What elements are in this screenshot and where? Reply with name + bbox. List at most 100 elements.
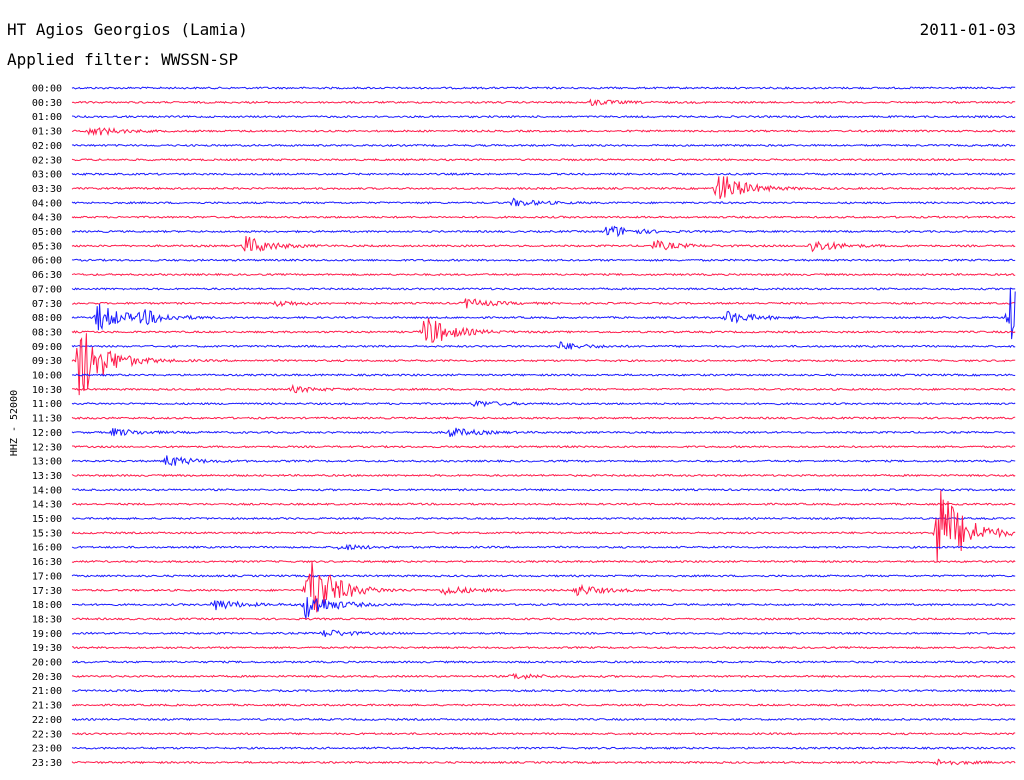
trace-0800	[71, 287, 1016, 340]
trace-1430	[71, 502, 1016, 506]
tick-label: 23:30	[32, 758, 62, 769]
tick-label: 04:30	[32, 213, 62, 224]
trace-0600	[71, 258, 1016, 262]
tick-label: 05:00	[32, 227, 62, 238]
trace-1230	[72, 445, 1016, 449]
trace-1830	[71, 617, 1016, 621]
tick-label: 12:30	[32, 442, 62, 453]
trace-1100	[71, 399, 1016, 408]
seismogram-traces	[71, 86, 1016, 766]
tick-label: 06:30	[32, 270, 62, 281]
tick-label: 10:00	[32, 371, 62, 382]
tick-label: 16:00	[32, 543, 62, 554]
tick-label: 19:00	[32, 629, 62, 640]
tick-label: 23:00	[32, 744, 62, 755]
tick-label: 02:00	[32, 141, 62, 152]
trace-2230	[72, 732, 1016, 736]
trace-2130	[71, 703, 1016, 707]
trace-1500	[71, 516, 1016, 521]
tick-label: 02:30	[32, 155, 62, 166]
trace-1030	[71, 383, 1016, 394]
trace-1600	[71, 543, 1016, 551]
tick-label: 17:00	[32, 571, 62, 582]
trace-1900	[71, 629, 1016, 637]
trace-0830	[71, 318, 1016, 343]
tick-label: 22:00	[32, 715, 62, 726]
station-title: HT Agios Georgios (Lamia)	[7, 20, 248, 39]
tick-label: 08:30	[32, 327, 62, 338]
trace-0700	[71, 287, 1016, 291]
tick-label: 00:00	[32, 84, 62, 95]
trace-1930	[72, 645, 1016, 650]
tick-label: 07:00	[32, 284, 62, 295]
tick-label: 11:30	[32, 414, 62, 425]
trace-2330	[71, 758, 1016, 766]
time-tick-labels: 00:00 00:30 01:00 01:30 02:00 02:30 03:00 03:30…	[32, 84, 62, 769]
trace-0530	[71, 235, 1016, 253]
filter-label: Applied filter: WWSSN-SP	[7, 50, 239, 69]
tick-label: 09:00	[32, 342, 62, 353]
trace-0730	[71, 298, 1016, 309]
tick-label: 20:30	[32, 672, 62, 683]
tick-label: 06:00	[32, 256, 62, 267]
tick-label: 20:00	[32, 658, 62, 669]
trace-2200	[71, 717, 1016, 722]
tick-label: 21:30	[32, 701, 62, 712]
tick-label: 17:30	[32, 586, 62, 597]
tick-label: 19:30	[32, 643, 62, 654]
tick-label: 09:30	[32, 356, 62, 367]
trace-1330	[71, 473, 1016, 478]
trace-1730	[71, 561, 1016, 613]
tick-label: 01:30	[32, 127, 62, 138]
date-label: 2011-01-03	[919, 20, 1016, 39]
trace-0500	[71, 225, 1016, 238]
trace-1200	[71, 427, 1016, 438]
tick-label: 22:30	[32, 729, 62, 740]
trace-0200	[71, 143, 1016, 148]
trace-2300	[71, 746, 1016, 750]
tick-label: 15:00	[32, 514, 62, 525]
trace-1000	[71, 373, 1016, 377]
trace-1630	[71, 559, 1016, 564]
trace-1300	[71, 455, 1016, 467]
tick-label: 14:00	[32, 485, 62, 496]
tick-label: 04:00	[32, 198, 62, 209]
trace-0300	[71, 172, 1016, 176]
trace-0230	[71, 158, 1016, 162]
tick-label: 08:00	[32, 313, 62, 324]
trace-0930	[71, 333, 1016, 396]
trace-0400	[71, 197, 1016, 207]
trace-2000	[71, 660, 1016, 664]
channel-label: HHZ - 52000	[9, 390, 20, 456]
tick-label: 21:00	[32, 686, 62, 697]
tick-label: 13:00	[32, 457, 62, 468]
tick-label: 01:00	[32, 112, 62, 123]
trace-0030	[71, 98, 1016, 107]
tick-label: 15:30	[32, 528, 62, 539]
tick-label: 03:00	[32, 170, 62, 181]
trace-0430	[71, 215, 1016, 219]
tick-label: 12:00	[32, 428, 62, 439]
trace-0000	[71, 86, 1016, 90]
tick-label: 07:30	[32, 299, 62, 310]
tick-label: 03:30	[32, 184, 62, 195]
trace-1400	[71, 488, 1016, 492]
tick-label: 00:30	[32, 98, 62, 109]
trace-1130	[71, 416, 1016, 420]
trace-1700	[71, 574, 1016, 578]
tick-label: 11:00	[32, 399, 62, 410]
trace-1800	[72, 597, 1016, 619]
tick-label: 14:30	[32, 500, 62, 511]
tick-label: 13:30	[32, 471, 62, 482]
trace-0900	[71, 341, 1016, 350]
tick-label: 18:30	[32, 614, 62, 625]
trace-2100	[71, 688, 1016, 693]
tick-label: 18:00	[32, 600, 62, 611]
tick-label: 05:30	[32, 241, 62, 252]
trace-0130	[71, 127, 1016, 137]
trace-1530	[71, 490, 1016, 562]
trace-0330	[71, 176, 1016, 199]
trace-0630	[71, 272, 1016, 277]
tick-label: 16:30	[32, 557, 62, 568]
